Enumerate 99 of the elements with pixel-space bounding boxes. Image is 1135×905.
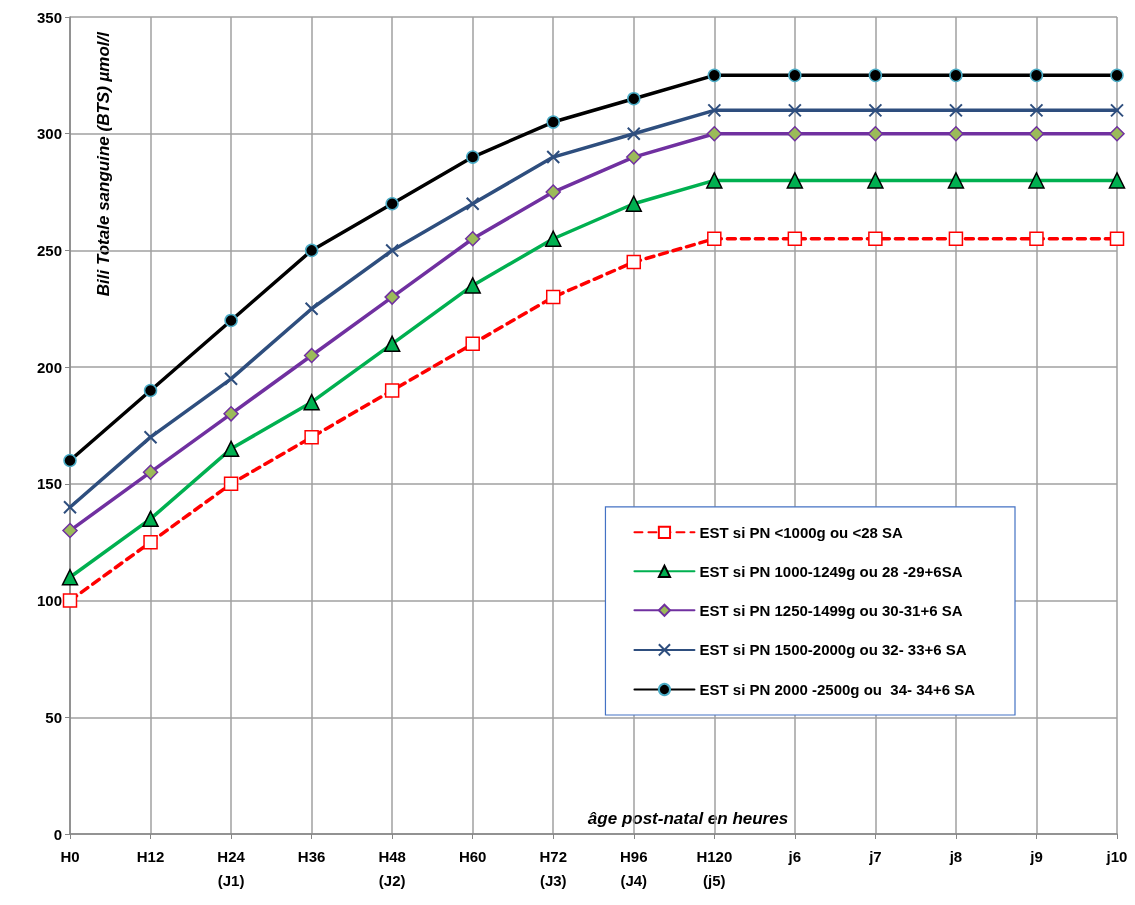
- x-tick-label: H24 (J1): [217, 847, 246, 889]
- x-tick-label: H36: [297, 847, 326, 865]
- point: [706, 125, 723, 142]
- x-tick-label: H48 (J2): [378, 847, 406, 889]
- point: [1109, 125, 1125, 142]
- point: [868, 103, 883, 118]
- y-tick-label: 350: [36, 8, 62, 26]
- point: [546, 150, 561, 165]
- y-axis-title: Bili Totale sanguine (BTS) µmol/l: [93, 30, 113, 297]
- point: [948, 231, 964, 247]
- x-tick-label: H96 (J4): [620, 847, 648, 889]
- point: [384, 289, 400, 305]
- point: [304, 429, 319, 445]
- point: [626, 126, 641, 141]
- y-tick-label: 100: [36, 592, 62, 610]
- legend-label: EST si PN <1000g ou <28 SA: [699, 523, 904, 541]
- point: [63, 500, 77, 515]
- point: [1109, 231, 1125, 247]
- y-tick-label: 0: [53, 825, 62, 843]
- x-tick-label: j8: [948, 847, 963, 865]
- x-tick-label: H120 (j5): [696, 847, 733, 889]
- point: [304, 301, 319, 316]
- point: [1108, 172, 1126, 189]
- point: [304, 243, 319, 258]
- point: [788, 68, 802, 83]
- point: [303, 393, 320, 411]
- x-tick-label: j10: [1105, 847, 1128, 865]
- point: [385, 197, 399, 211]
- point: [223, 476, 239, 492]
- legend-label: EST si PN 2000 -2500g ou 34- 34+6 SA: [699, 681, 976, 698]
- point: [787, 125, 803, 142]
- x-tick-label: H60: [458, 847, 487, 865]
- point: [465, 196, 480, 211]
- point: [224, 371, 239, 386]
- y-tick-label: 200: [36, 358, 62, 376]
- legend-label: EST si PN 1000-1249g ou 28 -29+6SA: [699, 562, 963, 580]
- legend-label: EST si PN 1250-1499g ou 30-31+6 SA: [699, 601, 963, 619]
- point: [868, 231, 883, 247]
- point: [706, 172, 723, 189]
- y-tick-label: 150: [36, 475, 62, 493]
- point: [143, 534, 158, 550]
- point: [143, 383, 158, 398]
- point: [143, 430, 158, 445]
- point: [303, 347, 320, 364]
- point: [464, 231, 481, 247]
- point: [1110, 103, 1124, 118]
- y-tick-label: 50: [45, 708, 62, 726]
- point: [1110, 68, 1124, 83]
- point: [464, 277, 481, 294]
- point: [384, 383, 400, 398]
- point: [707, 231, 722, 247]
- point: [707, 103, 722, 118]
- point: [224, 313, 238, 328]
- point: [1028, 125, 1045, 142]
- point: [947, 172, 965, 189]
- point: [787, 103, 802, 118]
- point: [544, 230, 562, 248]
- point: [949, 68, 963, 83]
- point: [1028, 172, 1045, 189]
- x-tick-label: j9: [1029, 847, 1043, 865]
- point: [948, 103, 963, 118]
- point: [707, 68, 722, 83]
- y-tick-label: 250: [36, 241, 62, 259]
- point: [63, 453, 77, 468]
- x-tick-label: H12: [136, 847, 165, 865]
- point: [545, 289, 561, 305]
- point: [142, 510, 159, 528]
- point: [868, 68, 883, 83]
- point: [546, 115, 560, 129]
- point: [223, 406, 239, 422]
- x-tick-label: H72 (J3): [539, 847, 567, 889]
- point: [61, 568, 79, 586]
- point: [627, 91, 641, 106]
- point: [626, 149, 642, 165]
- point: [142, 464, 159, 480]
- point: [385, 243, 400, 258]
- point: [1029, 231, 1044, 247]
- point: [867, 172, 884, 189]
- x-tick-label: j7: [868, 847, 882, 865]
- point: [1029, 103, 1044, 118]
- point: [62, 593, 78, 608]
- point: [625, 195, 643, 212]
- point: [545, 184, 561, 200]
- x-tick-label: j6: [787, 847, 802, 865]
- x-tick-label: H0: [60, 847, 80, 865]
- point: [222, 440, 240, 458]
- point: [626, 254, 642, 270]
- point: [465, 150, 480, 164]
- x-axis-title: âge post-natal en heures: [587, 808, 789, 828]
- point: [787, 231, 803, 247]
- point: [1029, 68, 1044, 83]
- point: [62, 522, 78, 539]
- legend-label: EST si PN 1500-2000g ou 32- 33+6 SA: [699, 641, 967, 659]
- point: [465, 336, 480, 352]
- y-tick-label: 300: [36, 125, 62, 143]
- point: [948, 125, 964, 142]
- point: [867, 125, 884, 142]
- point: [383, 335, 401, 353]
- point: [786, 172, 804, 189]
